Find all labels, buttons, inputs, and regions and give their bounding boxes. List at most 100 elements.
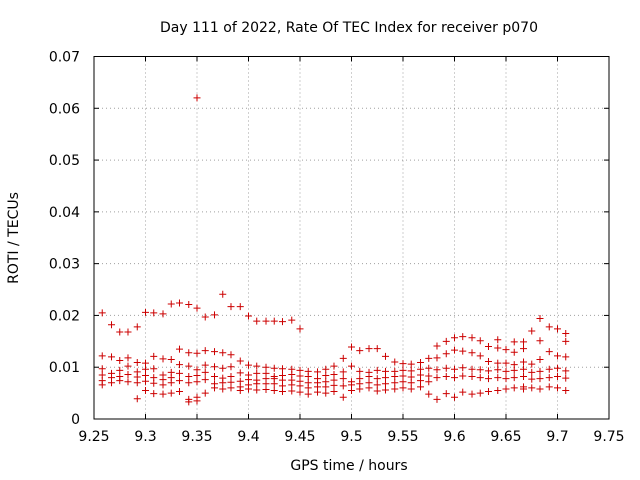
data-point — [253, 317, 261, 325]
data-point — [433, 366, 441, 374]
data-point — [339, 382, 347, 390]
data-point — [288, 316, 296, 324]
data-point — [219, 349, 227, 357]
data-point — [167, 379, 175, 387]
data-point — [236, 303, 244, 311]
data-point — [288, 381, 296, 389]
data-point — [124, 354, 132, 362]
data-point — [211, 363, 219, 371]
data-point — [159, 390, 167, 398]
x-tick-label: 9.6 — [443, 429, 465, 445]
data-point — [270, 364, 278, 372]
data-point — [365, 373, 373, 381]
data-point — [365, 384, 373, 392]
data-point — [562, 374, 570, 382]
data-point — [270, 387, 278, 395]
data-point — [494, 366, 502, 374]
data-point — [510, 384, 518, 392]
data-point — [201, 368, 209, 376]
data-point — [193, 372, 201, 379]
data-point — [262, 363, 270, 371]
data-point — [451, 334, 458, 342]
y-tick-label: 0.03 — [49, 257, 80, 273]
data-point — [339, 393, 347, 401]
data-point — [433, 354, 441, 362]
data-point — [417, 359, 425, 367]
data-point — [502, 359, 510, 367]
data-point — [484, 375, 492, 383]
data-point — [476, 389, 484, 397]
data-point — [399, 360, 407, 368]
x-axis-label: GPS time / hours — [290, 458, 407, 474]
data-point — [142, 377, 149, 385]
data-point — [502, 375, 510, 383]
data-point — [520, 373, 528, 381]
x-tick-label: 9.35 — [181, 429, 212, 445]
data-point — [442, 350, 450, 358]
data-point — [381, 386, 389, 394]
data-point — [381, 367, 389, 375]
data-point — [219, 379, 227, 387]
data-point — [296, 325, 304, 333]
data-point — [108, 379, 116, 387]
data-point — [185, 349, 193, 357]
data-point — [433, 395, 441, 403]
x-tick-label: 9.3 — [134, 429, 156, 445]
data-point — [545, 323, 553, 331]
data-point — [98, 365, 106, 373]
data-point — [407, 360, 415, 368]
data-point — [175, 377, 183, 385]
data-point — [484, 388, 492, 396]
data-point — [322, 372, 330, 379]
data-point — [245, 312, 252, 320]
data-point — [459, 364, 467, 372]
y-tick-label: 0.07 — [49, 50, 80, 66]
data-point — [201, 347, 209, 355]
data-point — [520, 385, 528, 393]
data-point — [219, 385, 227, 393]
data-point — [211, 384, 219, 392]
data-point — [381, 374, 389, 382]
x-tick-labels: 9.25 9.3 9.35 9.4 9.45 9.5 9.55 9.6 9.65 9.7 9.75 — [78, 429, 624, 445]
data-point — [211, 348, 219, 356]
data-point — [528, 368, 536, 376]
data-point — [175, 345, 183, 353]
data-point — [322, 389, 330, 397]
data-point — [536, 385, 544, 393]
data-point — [554, 373, 561, 381]
data-point — [407, 385, 415, 393]
data-point — [322, 365, 330, 373]
chart-title: Day 111 of 2022, Rate Of TEC Index for r… — [160, 20, 538, 36]
data-point — [510, 366, 518, 374]
data-point — [253, 362, 261, 370]
data-point — [356, 385, 364, 393]
data-point — [510, 338, 518, 346]
x-tick-label: 9.5 — [340, 429, 362, 445]
data-point — [451, 393, 458, 401]
y-tick-label: 0.06 — [49, 101, 80, 117]
data-point — [296, 388, 304, 396]
x-tick-label: 9.55 — [387, 429, 418, 445]
data-point — [133, 323, 141, 331]
data-point — [348, 387, 355, 395]
data-point — [425, 354, 433, 362]
data-point — [159, 381, 167, 389]
data-point — [528, 375, 536, 383]
data-point — [201, 361, 209, 369]
data-point — [536, 367, 544, 375]
data-point — [476, 366, 484, 374]
y-tick-label: 0 — [71, 412, 80, 428]
data-point — [536, 355, 544, 363]
data-point — [175, 299, 183, 307]
data-point — [494, 336, 502, 344]
data-point — [304, 390, 312, 398]
data-point — [484, 343, 492, 350]
data-point — [330, 381, 338, 389]
x-tick-label: 9.7 — [546, 429, 568, 445]
data-point — [185, 362, 193, 370]
y-tick-label: 0.04 — [49, 205, 80, 221]
data-point — [142, 387, 149, 395]
data-point — [185, 398, 193, 406]
x-tick-label: 9.75 — [593, 429, 624, 445]
data-point — [391, 358, 399, 366]
